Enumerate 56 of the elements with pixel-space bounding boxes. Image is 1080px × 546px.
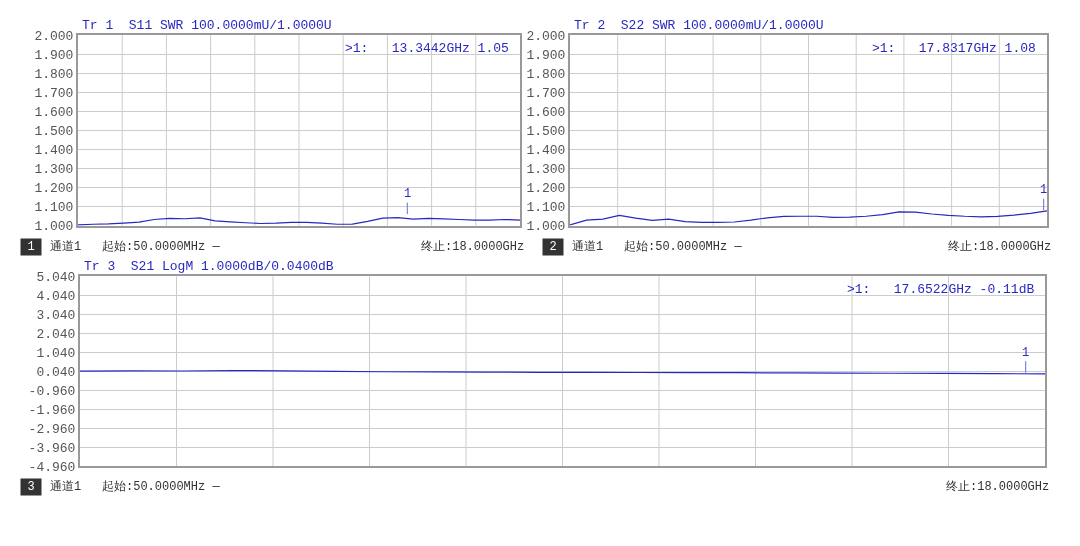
text: 1	[27, 240, 35, 254]
y-tick-label: 3.040	[36, 307, 76, 323]
chart-title: Tr 2 S22 SWR 100.0000mU/1.0000U	[574, 18, 824, 33]
text: 起始:50.0000MHz —	[102, 240, 221, 254]
annotation: >1: 17.8317GHz 1.08	[872, 41, 1036, 56]
annotation: >1: 17.6522GHz -0.11dB	[847, 282, 1035, 297]
annotation: 1	[1022, 346, 1030, 360]
y-tick-label: 1.800	[34, 66, 74, 82]
y-tick-label: 1.100	[526, 200, 566, 216]
y-tick-label: 1.900	[34, 47, 74, 63]
text: 3	[27, 480, 35, 494]
text: 终止:18.0000GHz	[946, 480, 1050, 494]
y-tick-label: 1.600	[526, 104, 566, 120]
y-tick-label: 2.000	[526, 28, 566, 44]
y-tick-label: 1.400	[526, 143, 566, 159]
chart-title: Tr 1 S11 SWR 100.0000mU/1.0000U	[82, 18, 332, 33]
y-tick-label: 1.500	[34, 124, 74, 140]
line-series	[570, 210, 1047, 226]
y-tick-label: -1.960	[28, 402, 76, 418]
y-tick-label: 1.900	[526, 47, 566, 63]
text: 2	[549, 240, 557, 254]
annotation: 1	[1040, 183, 1048, 197]
y-tick-label: 1.700	[526, 85, 566, 101]
y-tick-label: 5.040	[36, 269, 76, 285]
text: 通道1	[50, 480, 82, 494]
y-tick-label: 1.000	[526, 219, 566, 235]
text: 起始:50.0000MHz —	[624, 240, 743, 254]
annotation: 1	[404, 187, 412, 201]
line-series	[78, 217, 520, 226]
y-tick-label: 1.300	[526, 162, 566, 178]
y-tick-label: 1.400	[34, 143, 74, 159]
y-tick-label: -0.960	[28, 383, 76, 399]
y-tick-label: 1.040	[36, 345, 76, 361]
y-tick-label: 1.500	[526, 124, 566, 140]
y-tick-label: 1.700	[34, 85, 74, 101]
text: 通道1	[50, 240, 82, 254]
y-tick-label: 4.040	[36, 288, 76, 304]
y-tick-label: 1.200	[526, 181, 566, 197]
y-tick-label: 1.600	[34, 104, 74, 120]
y-tick-label: 2.000	[34, 28, 74, 44]
text: 终止:18.0000GHz	[421, 240, 525, 254]
y-tick-label: 0.040	[36, 364, 76, 380]
y-tick-label: 1.300	[34, 162, 74, 178]
chart-title: Tr 3 S21 LogM 1.0000dB/0.0400dB	[84, 259, 334, 274]
y-tick-label: -3.960	[28, 440, 76, 456]
text: 通道1	[572, 240, 604, 254]
y-tick-label: 1.200	[34, 181, 74, 197]
y-tick-label: 1.100	[34, 200, 74, 216]
y-tick-label: 1.000	[34, 219, 74, 235]
y-tick-label: 2.040	[36, 326, 76, 342]
y-tick-label: -2.960	[28, 421, 76, 437]
text: 终止:18.0000GHz	[948, 240, 1052, 254]
y-tick-label: 1.800	[526, 66, 566, 82]
text: 起始:50.0000MHz —	[102, 480, 221, 494]
y-tick-label: -4.960	[28, 459, 76, 475]
annotation: >1: 13.3442GHz 1.05	[345, 41, 509, 56]
